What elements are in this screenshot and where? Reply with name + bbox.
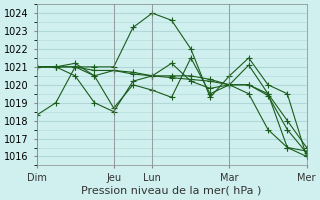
X-axis label: Pression niveau de la mer( hPa ): Pression niveau de la mer( hPa ) (81, 186, 262, 196)
